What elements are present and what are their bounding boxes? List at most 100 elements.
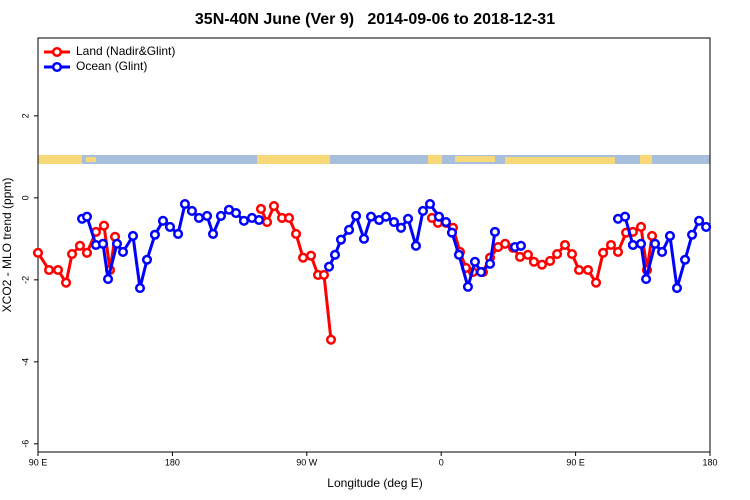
land-strip <box>38 155 82 164</box>
land-strip <box>640 155 652 164</box>
data-point <box>453 249 465 260</box>
data-point <box>635 221 647 233</box>
data-point <box>687 229 698 240</box>
legend-label: Land (Nadir&Glint) <box>76 44 175 58</box>
data-point <box>186 205 198 217</box>
data-point <box>582 264 594 276</box>
legend-marker <box>51 46 63 58</box>
y-tick-label: 0 <box>20 195 30 200</box>
data-point <box>66 248 78 260</box>
land-strip <box>257 155 330 164</box>
data-point <box>207 228 219 239</box>
data-point <box>559 239 571 251</box>
data-point <box>201 210 213 221</box>
data-point <box>255 203 267 214</box>
y-tick-label: -4 <box>20 358 30 366</box>
data-point <box>324 261 335 272</box>
data-point <box>157 215 169 226</box>
data-point <box>545 255 556 267</box>
data-point <box>97 238 109 249</box>
data-point <box>671 282 683 294</box>
plot-frame <box>37 37 711 453</box>
data-point <box>446 227 458 238</box>
data-point <box>440 216 452 228</box>
data-point <box>566 248 578 260</box>
data-point <box>81 247 93 258</box>
data-point <box>536 259 548 270</box>
data-point <box>380 211 391 222</box>
x-tick-label: 90 E <box>29 457 48 467</box>
data-point <box>365 211 377 222</box>
data-point <box>318 269 330 280</box>
data-point <box>649 238 661 249</box>
data-point <box>635 238 647 249</box>
data-point <box>424 198 436 210</box>
data-point <box>489 226 501 237</box>
data-point <box>298 252 309 263</box>
data-point <box>268 201 279 212</box>
data-point <box>44 264 55 276</box>
land-strip <box>86 157 96 162</box>
x-tick-label: 90 E <box>566 457 585 467</box>
data-point <box>141 254 153 265</box>
data-point <box>612 246 624 258</box>
data-point <box>98 220 110 231</box>
data-point <box>193 212 205 223</box>
land-strip <box>428 155 442 164</box>
legend-marker <box>51 61 63 73</box>
x-tick-label: 90 W <box>296 457 318 467</box>
data-point <box>358 233 370 244</box>
land-strip <box>505 157 615 164</box>
data-point <box>484 258 496 269</box>
data-point <box>344 224 355 235</box>
data-point <box>335 234 347 245</box>
data-point <box>417 205 429 217</box>
data-point <box>410 240 422 251</box>
data-point <box>173 228 184 239</box>
data-point <box>149 229 160 240</box>
data-point <box>591 277 602 288</box>
data-point <box>598 247 609 258</box>
data-point <box>111 238 123 249</box>
data-point <box>573 264 585 276</box>
data-point <box>61 277 72 288</box>
x-tick-label: 0 <box>439 457 444 467</box>
data-point <box>164 221 176 233</box>
data-point <box>238 215 249 226</box>
data-point <box>500 238 511 249</box>
data-point <box>262 216 273 228</box>
legend-label: Ocean (Glint) <box>76 59 147 73</box>
data-point <box>402 213 414 224</box>
data-point <box>325 334 337 345</box>
data-point <box>627 239 638 251</box>
data-point <box>433 211 445 222</box>
data-point <box>476 267 487 278</box>
ocean-strip <box>38 155 710 164</box>
data-point <box>647 230 658 242</box>
data-point <box>462 281 473 292</box>
x-axis-label: Longitude (deg E) <box>327 476 422 490</box>
data-point <box>102 273 114 285</box>
data-point <box>74 240 86 251</box>
series-line <box>36 204 654 340</box>
data-point <box>694 215 705 226</box>
data-point <box>528 256 539 267</box>
data-point <box>514 251 526 262</box>
data-point <box>305 250 317 261</box>
data-point <box>388 216 400 228</box>
data-point <box>351 210 362 221</box>
y-tick-label: -2 <box>20 276 30 284</box>
data-point <box>680 254 691 265</box>
data-point <box>605 239 617 251</box>
data-point <box>619 211 631 222</box>
data-point <box>641 273 652 285</box>
data-point <box>230 207 242 219</box>
data-point <box>283 212 295 223</box>
data-point <box>522 249 534 260</box>
data-point <box>117 246 129 258</box>
y-axis-label: XCO2 - MLO trend (ppm) <box>0 178 14 313</box>
x-tick-label: 180 <box>165 457 180 467</box>
data-point <box>664 230 676 242</box>
y-tick-label: -6 <box>20 440 30 448</box>
